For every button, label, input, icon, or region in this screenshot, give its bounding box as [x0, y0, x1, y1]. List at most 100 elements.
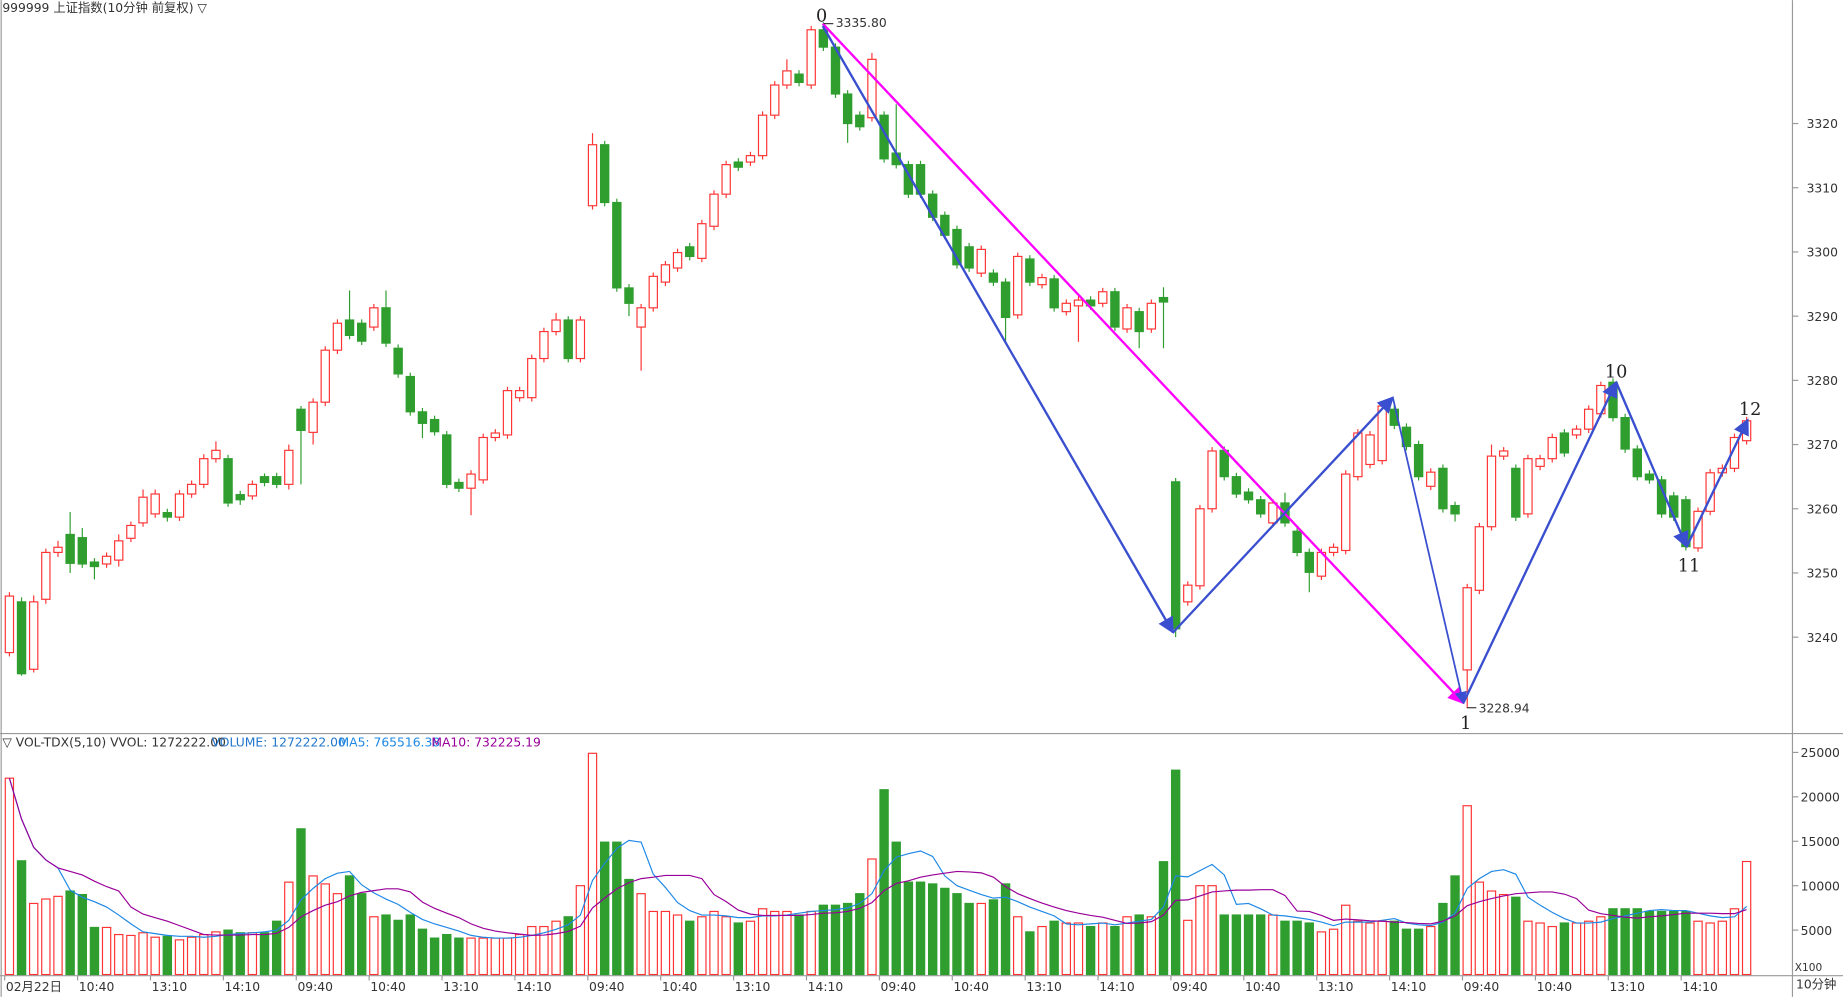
candle-body — [551, 319, 561, 333]
candle-body — [223, 458, 233, 504]
chart-title: 999999 上证指数(10分钟 前复权) ▽ — [2, 0, 207, 15]
volume-bar — [952, 893, 962, 976]
wave-overlay — [821, 22, 1749, 709]
wave-label: 0 — [816, 6, 827, 26]
candle-body — [150, 493, 160, 515]
candle-body — [417, 411, 428, 424]
volume-bar — [794, 914, 804, 976]
volume-bar — [539, 925, 549, 976]
y-tick-label: 3240 — [1807, 631, 1839, 645]
candle-body — [733, 161, 744, 168]
candle-body — [1365, 434, 1375, 466]
candle-body — [65, 533, 75, 564]
volume-bar — [891, 841, 901, 976]
volume-bar — [1134, 914, 1144, 976]
volume-bar — [855, 893, 865, 976]
x-tick-label: 10:40 — [662, 980, 698, 994]
candle-body — [1013, 255, 1023, 316]
y-tick-label: 20000 — [1801, 791, 1840, 805]
x-tick-label: 13:10 — [443, 980, 479, 994]
volume-bar — [405, 914, 416, 976]
x-tick-label: 14:10 — [808, 980, 844, 994]
volume-bar — [1231, 914, 1242, 976]
candle-body — [1486, 455, 1497, 528]
volume-bar — [551, 920, 561, 976]
y-tick-label: 3270 — [1807, 438, 1839, 452]
candle-body — [527, 357, 537, 399]
plot: 02月22日 10:40 13:10 14:10 09:40 10:40 13:10 14:1… — [4, 22, 1840, 994]
x-tick-label: 09:40 — [1464, 980, 1500, 994]
volume-bar — [1547, 925, 1557, 976]
candle-body — [1523, 458, 1533, 515]
x-tick-label: 10:40 — [79, 980, 115, 994]
candle-body — [782, 70, 792, 86]
candle-body — [429, 418, 440, 433]
volume-bar — [1122, 916, 1132, 976]
candle-body — [1450, 504, 1460, 515]
wave-label: 10 — [1605, 362, 1627, 382]
volume-bar — [454, 937, 464, 976]
x-tick-label: 13:10 — [1026, 980, 1062, 994]
candle-body — [1061, 302, 1072, 313]
candle-body — [442, 434, 452, 485]
candle-body — [1292, 530, 1302, 554]
candle-body — [1049, 278, 1059, 309]
volume-bar — [940, 887, 950, 976]
y-tick-label: 3320 — [1807, 117, 1839, 131]
wave-line — [1391, 397, 1467, 705]
volume-bar — [1717, 920, 1728, 976]
volume-bar — [1741, 860, 1752, 976]
wave-line — [1462, 380, 1618, 704]
volume-bar — [53, 895, 63, 976]
candle-body — [1110, 291, 1120, 328]
volume-bar — [745, 920, 756, 976]
volume-bar — [1292, 920, 1302, 976]
volume-bar — [1098, 922, 1108, 976]
volume-bar — [648, 910, 658, 976]
volume-bar — [1523, 920, 1533, 976]
candle-body — [186, 483, 197, 495]
volume-bar — [1693, 920, 1703, 976]
candle-body — [1158, 296, 1169, 303]
candle-body — [502, 390, 513, 436]
volume-bar — [101, 926, 112, 976]
candle-body — [1426, 471, 1436, 487]
candle-body — [199, 458, 209, 485]
candle-body — [454, 481, 464, 489]
y-tick-label: 3260 — [1807, 502, 1839, 516]
candle-body — [126, 524, 136, 539]
volume-bar — [1268, 914, 1278, 976]
candle-body — [1547, 436, 1557, 460]
volume-bar — [1353, 920, 1363, 976]
volume-bar — [624, 878, 634, 976]
volume-bar — [320, 883, 330, 976]
volume-bar — [1511, 896, 1521, 976]
volume-bar — [927, 883, 938, 976]
candle-body — [1146, 302, 1157, 330]
volume-bar — [612, 841, 622, 976]
x-tick-label: 09:40 — [881, 980, 917, 994]
volume-bar — [381, 914, 391, 976]
candle-body — [466, 473, 476, 489]
volume-bar — [1438, 902, 1448, 976]
x-tick-label: 14:10 — [516, 980, 552, 994]
x-tick-label: 02月22日 — [6, 980, 62, 994]
legend-entry: MA5: 765516.38 — [339, 736, 441, 750]
candle-body — [1571, 428, 1582, 436]
candle-body — [284, 449, 294, 485]
candle-body — [1474, 526, 1485, 591]
candle-body — [1195, 508, 1205, 587]
candle-body — [1219, 449, 1229, 478]
candle-body — [1389, 408, 1400, 426]
volume-bar — [1450, 875, 1460, 976]
volume-bar — [1000, 883, 1011, 976]
candle-body — [1620, 417, 1630, 450]
candle-body — [964, 246, 974, 269]
volume-bar — [126, 934, 136, 976]
volume-bar — [1304, 922, 1314, 976]
y-tick-label: 3280 — [1807, 374, 1839, 388]
candle-body — [685, 246, 695, 258]
volume-bar — [879, 789, 889, 976]
volume-bar — [1110, 925, 1120, 976]
x-tick-label: 14:10 — [225, 980, 261, 994]
